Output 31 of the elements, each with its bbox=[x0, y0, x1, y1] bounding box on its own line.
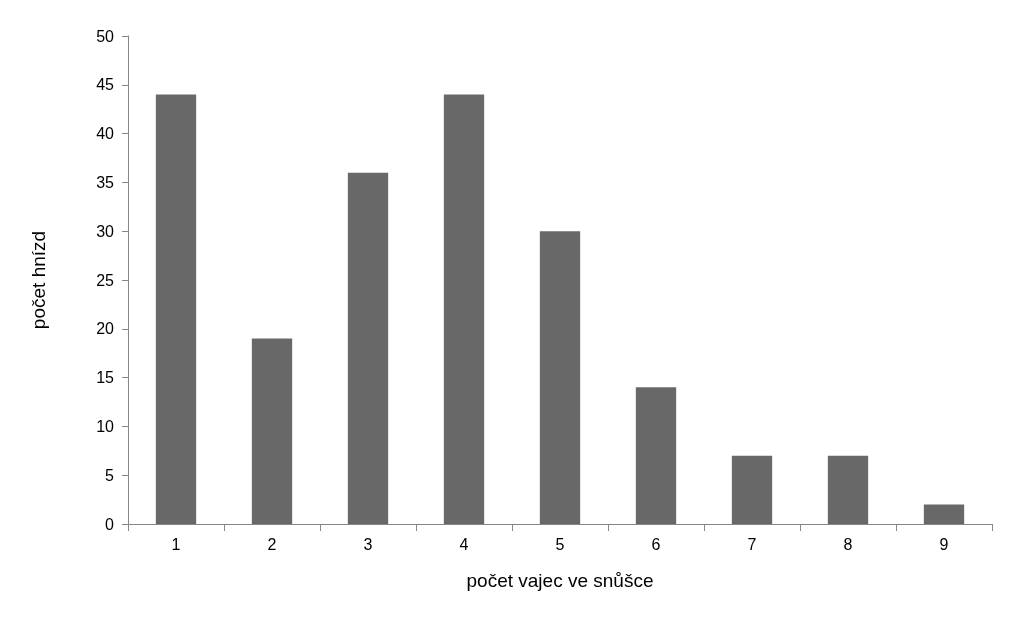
y-axis-title: počet hnízd bbox=[28, 230, 49, 330]
x-tick-label: 6 bbox=[651, 535, 661, 553]
bar bbox=[347, 172, 389, 524]
y-tick-label: 30 bbox=[96, 222, 115, 240]
x-tick-label: 2 bbox=[267, 535, 277, 553]
y-tick-label: 0 bbox=[105, 515, 115, 533]
x-tick-label: 8 bbox=[843, 535, 853, 553]
bar bbox=[923, 504, 965, 524]
y-tick-label: 10 bbox=[96, 417, 115, 435]
y-tick-label: 45 bbox=[96, 76, 115, 94]
bar bbox=[731, 455, 773, 524]
y-tick-label: 25 bbox=[96, 271, 115, 289]
y-tick-label: 35 bbox=[96, 173, 115, 191]
bar bbox=[635, 387, 677, 524]
y-tick-label: 20 bbox=[96, 320, 115, 338]
x-tick-label: 1 bbox=[171, 535, 181, 553]
bar bbox=[443, 94, 485, 524]
x-tick-label: 5 bbox=[555, 535, 565, 553]
x-tick-label: 9 bbox=[939, 535, 949, 553]
y-tick-label: 50 bbox=[96, 27, 115, 45]
bar bbox=[155, 94, 197, 524]
bar bbox=[827, 455, 869, 524]
bar bbox=[539, 231, 581, 524]
x-tick-label: 4 bbox=[459, 535, 469, 553]
x-tick-label: 7 bbox=[747, 535, 757, 553]
x-axis-title: počet vajec ve snůšce bbox=[466, 570, 654, 591]
bar bbox=[251, 338, 293, 524]
y-tick-label: 15 bbox=[96, 369, 115, 387]
y-tick-label: 40 bbox=[96, 125, 115, 143]
x-tick-label: 3 bbox=[363, 535, 373, 553]
y-tick-label: 5 bbox=[105, 466, 115, 484]
